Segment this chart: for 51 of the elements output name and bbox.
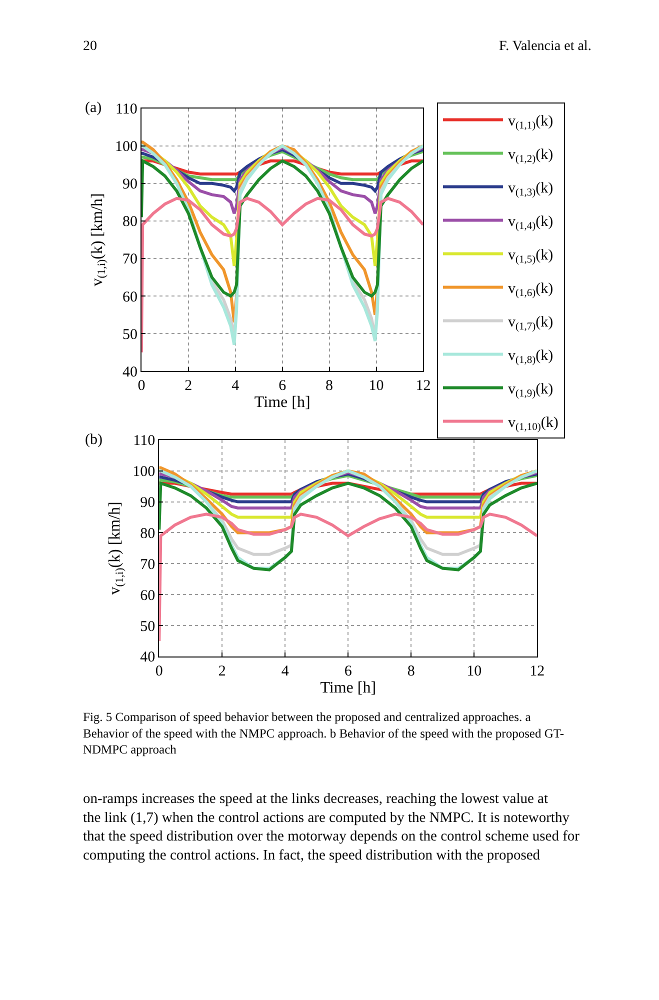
x-tick-label: 8 [407,663,415,680]
x-tick-label: 10 [368,378,384,394]
legend-label: v$_{(1,8)}$(k) [508,348,554,366]
y-tick-label: 60 [140,588,156,604]
x-axis-title: Time [h] [254,394,310,412]
x-tick-label: 12 [416,378,431,394]
text: (b) [85,432,102,448]
x-tick-label: 0 [138,378,146,394]
x-tick-label: 0 [155,663,163,680]
y-tick-label: 50 [122,326,138,343]
y-tick-label: 40 [122,364,138,380]
y-tick-label: 50 [140,618,156,635]
x-tick-label: 12 [530,663,545,680]
line-series [141,159,424,298]
legend-label: v$_{(1,9)}$(k) [508,382,554,400]
y-tick-label: 40 [140,650,156,666]
y-tick-label: 80 [140,526,156,542]
line-series [141,196,424,354]
text: 20 [83,39,97,54]
legend-label: v$_{(1,6)}$(k) [508,281,554,300]
legend-label: v$_{(1,3)}$(k) [508,180,554,199]
x-tick-label: 10 [466,663,482,680]
x-tick-label: 6 [344,663,352,680]
y-tick-label: 70 [122,252,138,268]
y-tick-label: 100 [132,464,156,480]
text: F. Valencia et al. [499,39,592,54]
x-tick-label: 8 [326,378,334,394]
x-tick-label: 6 [278,378,287,394]
legend-label: v$_{(1,10)}$(k) [508,415,558,434]
caption: Fig. 5 Comparison of speed behavior between the proposed and centralized approaches. a Behavior of the speed with the NMPC approach. b Behavior of the speed with the proposed GT-NDMPC approach [83,710,564,756]
legend-label: v$_{(1,2)}$(k) [508,147,554,166]
x-tick-label: 4 [232,378,240,394]
y-tick-label: 90 [140,495,156,512]
y-tick-label: 100 [114,139,138,156]
y-tick-label: 90 [122,176,138,193]
y-tick-label: 110 [116,102,138,118]
legend-label: v$_{(1,1)}$(k) [508,114,554,132]
y-tick-label: 110 [133,433,156,450]
x-tick-label: 2 [218,663,226,680]
x-tick-label: 4 [281,663,290,680]
x-tick-label: 2 [184,378,192,394]
line-series [159,512,538,642]
legend-label: v$_{(1,7)}$(k) [508,314,554,333]
y-tick-label: 80 [122,214,138,230]
text: on-ramps increases the speed at the links decreases, reaching the lowest value at the link (1,7) when the control actions are computed by the NMPC. It is noteworthy that the speed distribution over the motorway depends on the control scheme used for computing the control actions. In fact, the speed distribution with the proposed [83,791,580,864]
text: (a) [85,100,102,116]
y-tick-label: 60 [122,289,138,306]
y-tick-label: 70 [140,556,156,573]
legend-label: v$_{(1,5)}$(k) [508,248,554,266]
x-axis-title: Time [h] [320,679,376,696]
legend-label: v$_{(1,4)}$(k) [508,214,554,232]
